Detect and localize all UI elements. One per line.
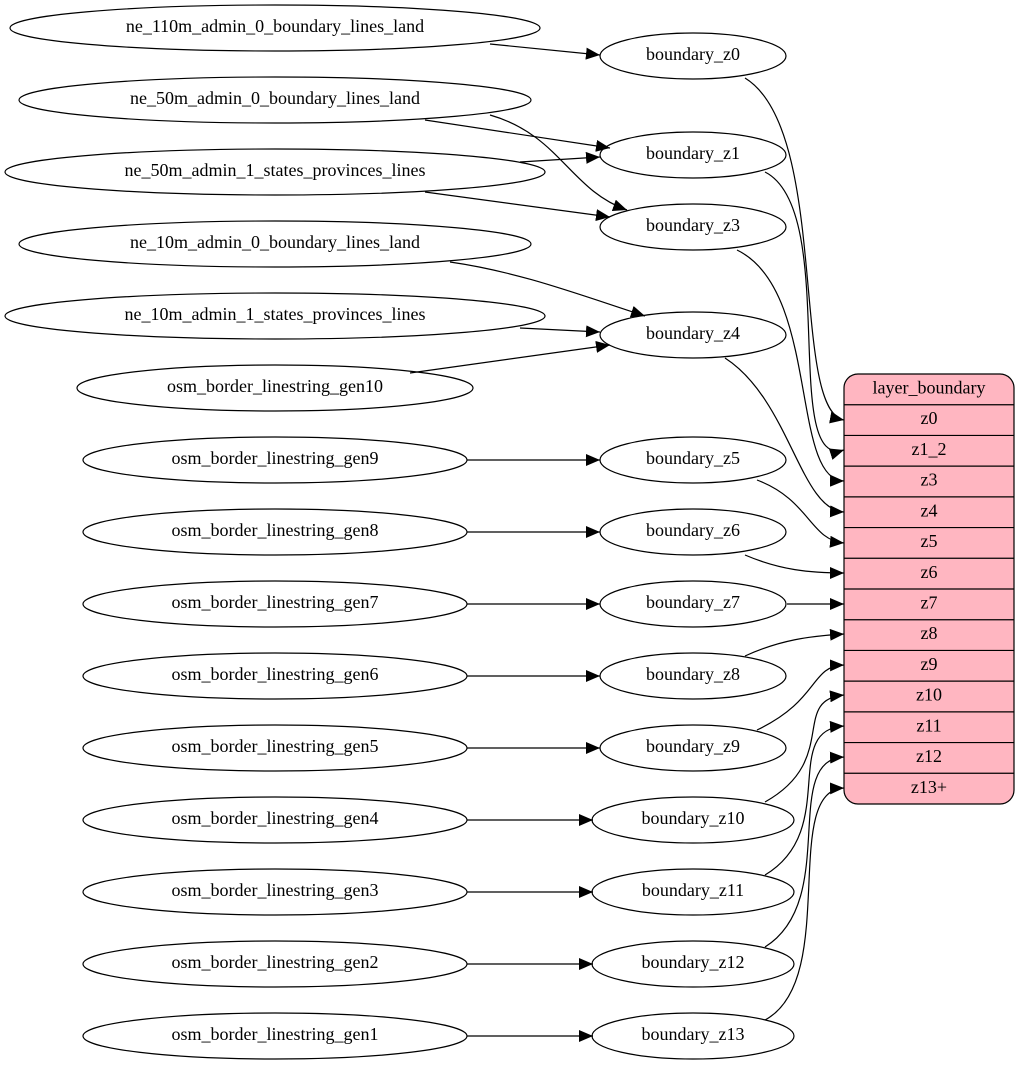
edge [764,782,845,1021]
layer-field: z11 [916,715,941,735]
source-label: ne_50m_admin_1_states_provinces_lines [125,160,426,180]
layer-field: z12 [916,746,942,766]
table-node [599,131,787,179]
layer-field: z5 [921,531,938,551]
edge [756,479,845,548]
layer-field: z8 [921,623,938,643]
table-label: boundary_z13 [642,1024,745,1044]
source-node [4,292,546,340]
layer-field: z6 [921,562,938,582]
edge [744,628,845,657]
source-node [82,652,468,700]
table-node [599,32,787,80]
source-node [9,4,541,52]
edge [449,261,646,318]
table-node [599,203,787,251]
edge [744,77,845,424]
layer-title: layer_boundary [873,377,986,397]
table-label: boundary_z11 [642,880,744,900]
edge [489,114,628,212]
edge [519,151,601,164]
source-node [82,940,468,988]
table-label: boundary_z9 [646,736,740,756]
source-label: osm_border_linestring_gen2 [172,952,379,972]
table-node [591,1012,795,1060]
table-node [599,436,787,484]
source-label: ne_10m_admin_0_boundary_lines_land [130,232,420,252]
table-label: boundary_z1 [646,143,740,163]
edge [519,325,601,338]
layer-field: z4 [921,500,938,520]
edge [744,554,845,579]
source-node [82,796,468,844]
source-node [82,724,468,772]
source-node [82,868,468,916]
source-label: osm_border_linestring_gen5 [172,736,379,756]
source-label: osm_border_linestring_gen7 [172,592,379,612]
table-node [599,311,787,359]
layer-field: z3 [921,470,938,490]
edge [489,43,601,60]
table-node [591,940,795,988]
source-label: osm_border_linestring_gen9 [172,448,379,468]
edge [756,659,845,731]
source-label: osm_border_linestring_gen8 [172,520,379,540]
nodes: ne_110m_admin_0_boundary_lines_land ne_50… [4,4,1015,1060]
table-label: boundary_z12 [642,952,745,972]
source-node [18,76,532,124]
edges [409,43,845,1042]
source-label: osm_border_linestring_gen10 [167,376,383,396]
table-node [591,796,795,844]
edge [424,191,611,222]
table-node [599,580,787,628]
layer-field: z1_2 [912,439,947,459]
table-label: boundary_z3 [646,215,740,235]
table-label: boundary_z10 [642,808,745,828]
source-label: osm_border_linestring_gen4 [172,808,379,828]
table-label: boundary_z4 [646,323,740,343]
edge [724,357,845,518]
edge [409,340,611,374]
layer-field: z10 [916,685,942,705]
source-node [82,1012,468,1060]
source-label: ne_50m_admin_0_boundary_lines_land [130,88,420,108]
table-node [599,508,787,556]
table-label: boundary_z0 [646,44,740,64]
table-label: boundary_z8 [646,664,740,684]
layer-field: z7 [921,592,938,612]
table-label: boundary_z6 [646,520,740,540]
layer-field: z9 [921,654,938,674]
edge [764,171,845,460]
source-node [4,148,546,196]
table-node [591,868,795,916]
edge [764,751,845,948]
edge [424,119,611,152]
layer-field: z13+ [911,777,947,797]
layer-field: z0 [921,408,938,428]
edge [736,249,845,487]
table-node [599,652,787,700]
source-node [82,580,468,628]
source-node [76,364,474,412]
source-label: osm_border_linestring_gen3 [172,880,379,900]
table-label: boundary_z5 [646,448,740,468]
source-label: ne_110m_admin_0_boundary_lines_land [126,16,424,36]
source-label: osm_border_linestring_gen1 [172,1024,379,1044]
edge [764,690,845,803]
edge [764,720,845,876]
source-label: osm_border_linestring_gen6 [172,664,379,684]
source-node [18,220,532,268]
table-node [599,724,787,772]
source-node [82,508,468,556]
source-label: ne_10m_admin_1_states_provinces_lines [125,304,426,324]
table-label: boundary_z7 [646,592,740,612]
source-node [82,436,468,484]
